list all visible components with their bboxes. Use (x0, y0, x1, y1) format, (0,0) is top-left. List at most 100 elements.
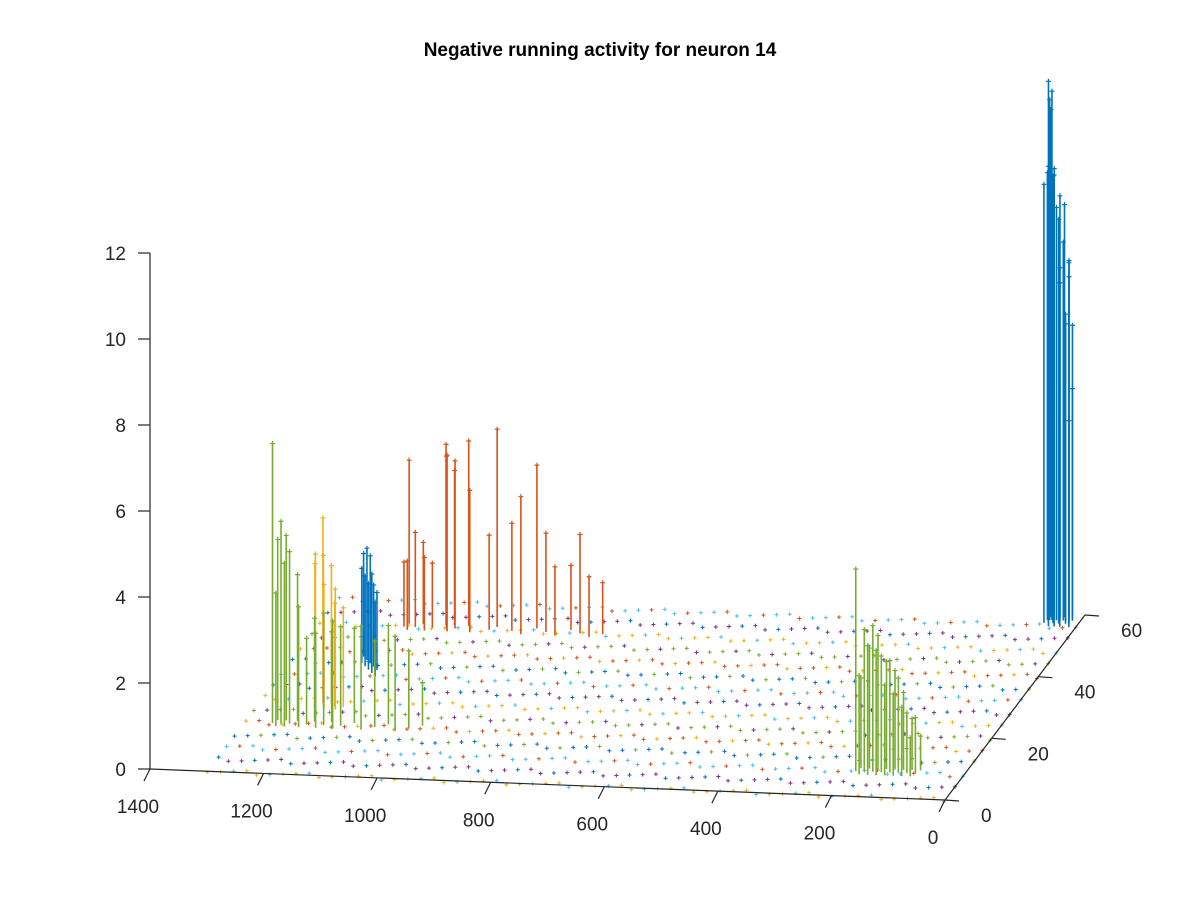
stem-marker (884, 659, 889, 665)
stem-marker (543, 530, 549, 536)
baseline-marker (847, 754, 852, 759)
baseline-marker (1033, 661, 1038, 666)
baseline-marker (827, 730, 832, 734)
baseline-marker (714, 674, 719, 679)
baseline-marker (958, 709, 963, 714)
baseline-marker (768, 637, 773, 642)
stem-marker (406, 457, 412, 463)
baseline-marker (631, 733, 636, 738)
baseline-marker (747, 648, 752, 653)
baseline-marker (438, 665, 443, 670)
x-tick-mark (597, 786, 605, 799)
baseline-marker (528, 767, 533, 772)
stem-marker (372, 600, 378, 606)
baseline-marker (446, 740, 451, 745)
baseline-marker (433, 740, 438, 745)
baseline-marker (938, 770, 943, 775)
baseline-marker (349, 749, 354, 754)
stem-marker (392, 633, 398, 639)
baseline-marker (1047, 626, 1052, 631)
baseline-marker (946, 760, 951, 765)
stem-marker (494, 426, 500, 432)
baseline-marker (321, 735, 326, 740)
baseline-marker (293, 721, 298, 726)
baseline-marker (690, 621, 695, 626)
baseline-marker (643, 632, 648, 637)
baseline-marker (500, 668, 505, 673)
baseline-marker (792, 741, 797, 746)
baseline-marker (368, 723, 373, 728)
baseline-marker (784, 701, 789, 706)
baseline-marker (846, 704, 851, 709)
baseline-marker (953, 749, 958, 754)
baseline-marker (491, 664, 496, 669)
baseline-marker (597, 744, 602, 749)
baseline-marker (955, 645, 960, 650)
baseline-row (298, 645, 1039, 681)
baseline-marker (786, 766, 791, 771)
baseline-marker (257, 718, 262, 723)
baseline-marker (916, 646, 921, 651)
stem-marker (420, 539, 426, 545)
baseline-marker (727, 624, 732, 629)
baseline-marker (706, 685, 711, 690)
baseline-marker (280, 722, 285, 727)
baseline-marker (559, 641, 564, 646)
baseline-marker (324, 645, 329, 650)
baseline-marker (382, 723, 387, 728)
baseline-marker (685, 611, 690, 616)
baseline-marker (426, 766, 431, 771)
baseline-marker (755, 638, 760, 643)
baseline-marker (979, 698, 984, 703)
baseline-rows (205, 595, 1078, 804)
baseline-marker (663, 776, 668, 781)
x-tick-mark (370, 777, 378, 791)
baseline-marker (976, 634, 981, 639)
stem-marker (412, 529, 418, 535)
baseline-marker (614, 773, 619, 778)
baseline-marker (335, 700, 340, 705)
baseline-marker (890, 782, 895, 787)
baseline-marker (741, 673, 746, 678)
baseline-marker (725, 609, 730, 614)
baseline-marker (341, 759, 346, 764)
baseline-marker (763, 677, 768, 682)
baseline-marker (294, 736, 299, 741)
baseline-marker (961, 620, 966, 625)
baseline-marker (813, 680, 818, 685)
baseline-marker (962, 669, 967, 674)
baseline-marker (519, 677, 524, 682)
baseline-marker (797, 616, 802, 621)
baseline-marker (757, 702, 762, 707)
stem-marker (909, 716, 915, 722)
baseline-marker (1026, 637, 1031, 642)
baseline-marker (700, 625, 705, 630)
series-blue (359, 78, 1075, 677)
baseline-marker (1052, 636, 1057, 641)
stem-marker (887, 658, 893, 664)
x-tick-mark (711, 790, 719, 804)
baseline-marker (569, 730, 574, 735)
baseline-marker (865, 628, 870, 633)
baseline-marker (689, 725, 694, 730)
baseline-marker (404, 727, 409, 732)
baseline-marker (821, 755, 826, 760)
baseline-marker (730, 738, 735, 743)
baseline-marker (646, 747, 651, 752)
baseline-marker (400, 647, 405, 652)
stem-marker (586, 574, 592, 580)
baseline-marker (697, 764, 702, 769)
baseline-marker (476, 769, 481, 774)
baseline-marker (411, 751, 416, 756)
baseline-marker (916, 731, 921, 736)
baseline-marker (317, 621, 322, 626)
baseline-marker (581, 680, 586, 685)
baseline-row (224, 743, 965, 779)
baseline-marker (935, 620, 940, 625)
baseline-marker (617, 683, 622, 688)
baseline-marker (647, 712, 652, 717)
baseline-marker (315, 760, 320, 765)
baseline-marker (893, 642, 898, 647)
baseline-marker (805, 691, 810, 696)
